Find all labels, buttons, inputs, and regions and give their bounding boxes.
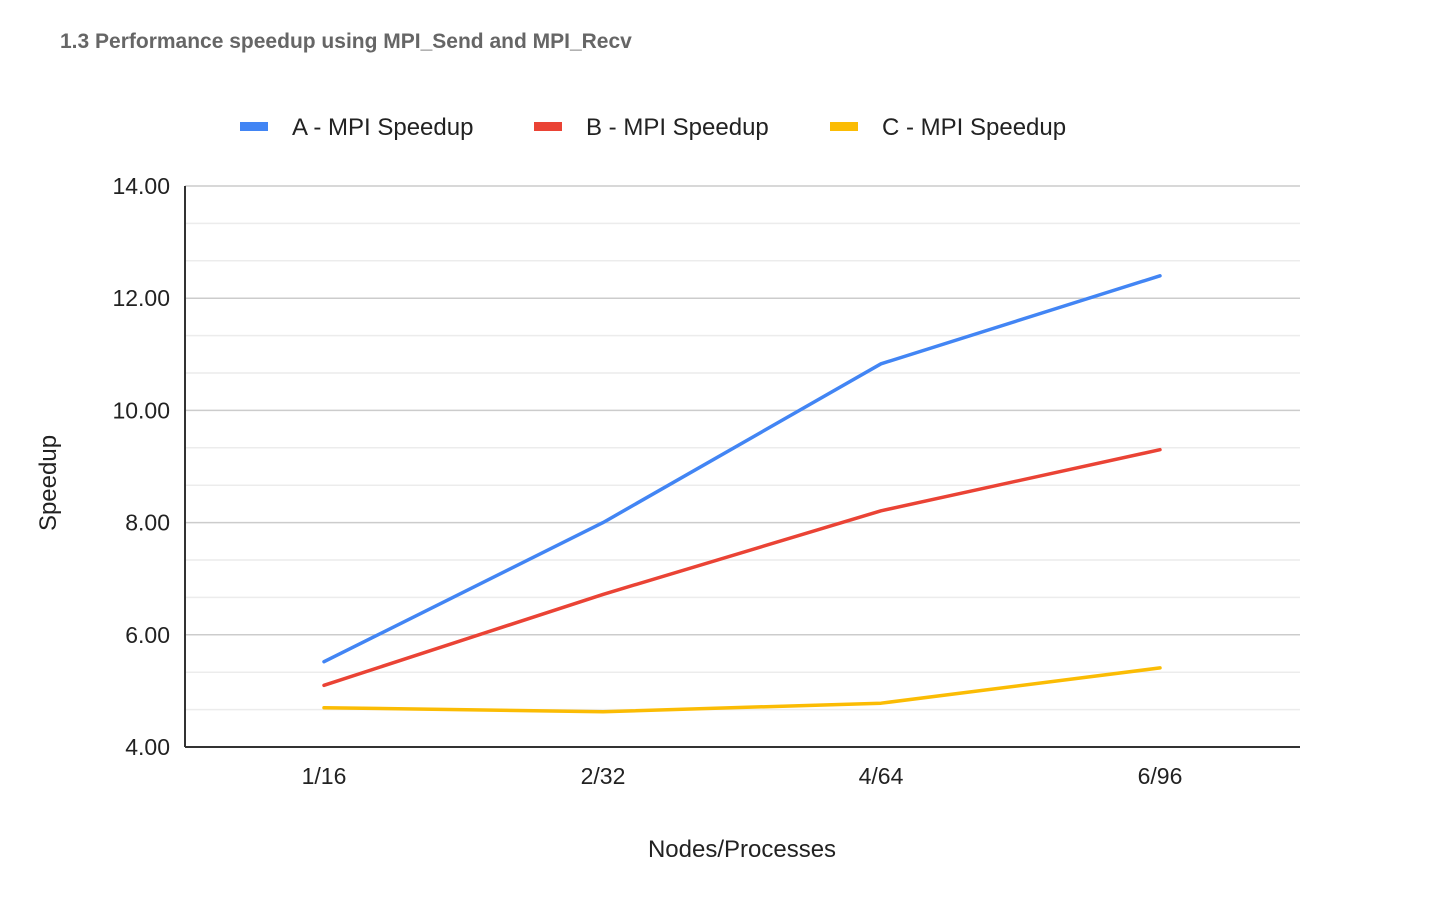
legend-label: B - MPI Speedup	[586, 114, 769, 141]
y-tick-label: 14.00	[112, 173, 170, 199]
gridlines	[185, 185, 1300, 711]
series-lines	[322, 274, 1162, 714]
series-line-c	[322, 666, 1162, 714]
page-title: 1.3 Performance speedup using MPI_Send a…	[60, 30, 632, 53]
legend-label: C - MPI Speedup	[882, 114, 1066, 141]
series-line-b	[322, 447, 1162, 688]
y-tick-label: 12.00	[112, 285, 170, 311]
legend-swatch	[830, 122, 858, 131]
y-tick-label: 8.00	[125, 510, 170, 536]
x-tick-label: 2/32	[581, 763, 626, 789]
x-tick-label: 6/96	[1138, 763, 1183, 789]
y-axis-title: Speedup	[35, 435, 62, 531]
x-tick-label: 4/64	[859, 763, 904, 789]
y-tick-label: 6.00	[125, 622, 170, 648]
y-tick-label: 10.00	[112, 397, 170, 423]
axes: 4.00 6.00 8.00 10.00 12.00 14.00 1/16 2/32 4/64 6…	[112, 173, 1300, 789]
legend-swatch	[534, 122, 562, 131]
x-tick-label: 1/16	[302, 763, 347, 789]
y-tick-label: 4.00	[125, 734, 170, 760]
legend-label: A - MPI Speedup	[292, 114, 473, 141]
x-axis-title: Nodes/Processes	[648, 836, 836, 863]
legend-swatch	[240, 122, 268, 131]
legend: A - MPI Speedup B - MPI Speedup C - MPI Sp…	[240, 114, 1066, 141]
series-line-a	[322, 274, 1162, 664]
